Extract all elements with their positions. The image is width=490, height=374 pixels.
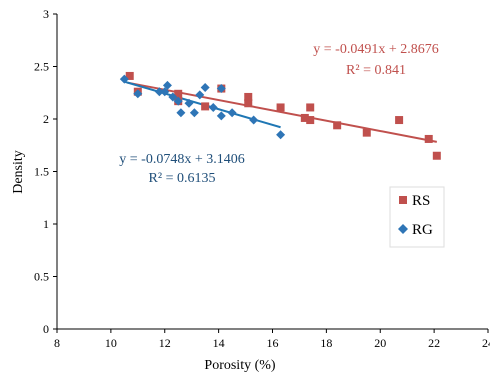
point-rs bbox=[306, 116, 315, 125]
point-rg bbox=[154, 87, 164, 97]
x-tick-label: 24 bbox=[482, 336, 490, 350]
legend-rs-marker bbox=[399, 196, 407, 204]
point-rs bbox=[174, 89, 183, 98]
point-rg bbox=[200, 83, 210, 92]
point-rs bbox=[201, 102, 210, 111]
x-tick-label: 20 bbox=[374, 336, 386, 350]
point-rs bbox=[244, 92, 253, 101]
legend-rg-marker bbox=[398, 224, 408, 234]
legend: RS RG bbox=[389, 186, 445, 248]
y-ticks: 0 0.5 1 1.5 2 2.5 3 bbox=[34, 7, 57, 336]
point-rg bbox=[133, 89, 143, 99]
point-rs bbox=[276, 103, 285, 112]
point-rg bbox=[184, 98, 194, 108]
y-tick-label: 1.5 bbox=[34, 165, 49, 179]
rg-equation: y = -0.0748x + 3.1406 bbox=[119, 152, 244, 167]
y-tick-label: 0.5 bbox=[34, 270, 49, 284]
point-rs bbox=[424, 134, 433, 143]
x-tick-label: 10 bbox=[105, 336, 117, 350]
x-tick-label: 16 bbox=[267, 336, 279, 350]
rs-r-squared: R² = 0.841 bbox=[346, 63, 406, 78]
y-tick-label: 1 bbox=[43, 217, 49, 231]
axes bbox=[56, 14, 488, 330]
point-rg bbox=[119, 74, 129, 84]
point-rg bbox=[173, 96, 183, 106]
point-rs bbox=[244, 99, 253, 108]
y-tick-label: 2.5 bbox=[34, 60, 49, 74]
y-axis-title: Density bbox=[11, 150, 26, 194]
point-rs bbox=[432, 151, 441, 160]
x-tick-label: 8 bbox=[54, 336, 60, 350]
point-rs bbox=[125, 71, 134, 80]
point-rg bbox=[168, 92, 178, 102]
rg-r-squared: R² = 0.6135 bbox=[149, 171, 216, 186]
point-rg bbox=[208, 102, 218, 112]
x-tick-label: 22 bbox=[428, 336, 440, 350]
point-rs bbox=[362, 128, 371, 137]
x-ticks: 8 10 12 14 16 18 20 22 24 bbox=[54, 329, 490, 350]
point-rg bbox=[176, 108, 186, 118]
legend-rg-label: RG bbox=[412, 222, 433, 238]
rs-equation: y = -0.0491x + 2.8676 bbox=[313, 42, 438, 57]
y-tick-label: 3 bbox=[43, 7, 49, 21]
point-rs bbox=[333, 121, 342, 130]
legend-rs-label: RS bbox=[412, 193, 430, 209]
y-tick-label: 0 bbox=[43, 322, 49, 336]
point-rg bbox=[249, 115, 259, 125]
y-tick-label: 2 bbox=[43, 112, 49, 126]
point-rg bbox=[227, 108, 237, 118]
point-rs bbox=[306, 103, 315, 112]
point-rg bbox=[189, 108, 199, 118]
x-tick-label: 12 bbox=[159, 336, 171, 350]
point-rg bbox=[195, 90, 205, 100]
x-tick-label: 14 bbox=[213, 336, 225, 350]
point-rs bbox=[395, 116, 404, 125]
x-axis-title: Porosity (%) bbox=[204, 358, 276, 373]
point-rg bbox=[276, 130, 286, 140]
point-rs bbox=[300, 113, 309, 122]
point-rg bbox=[216, 84, 226, 94]
data-points bbox=[119, 71, 441, 160]
x-tick-label: 18 bbox=[320, 336, 332, 350]
point-rg bbox=[162, 80, 172, 90]
point-rg bbox=[216, 111, 226, 121]
